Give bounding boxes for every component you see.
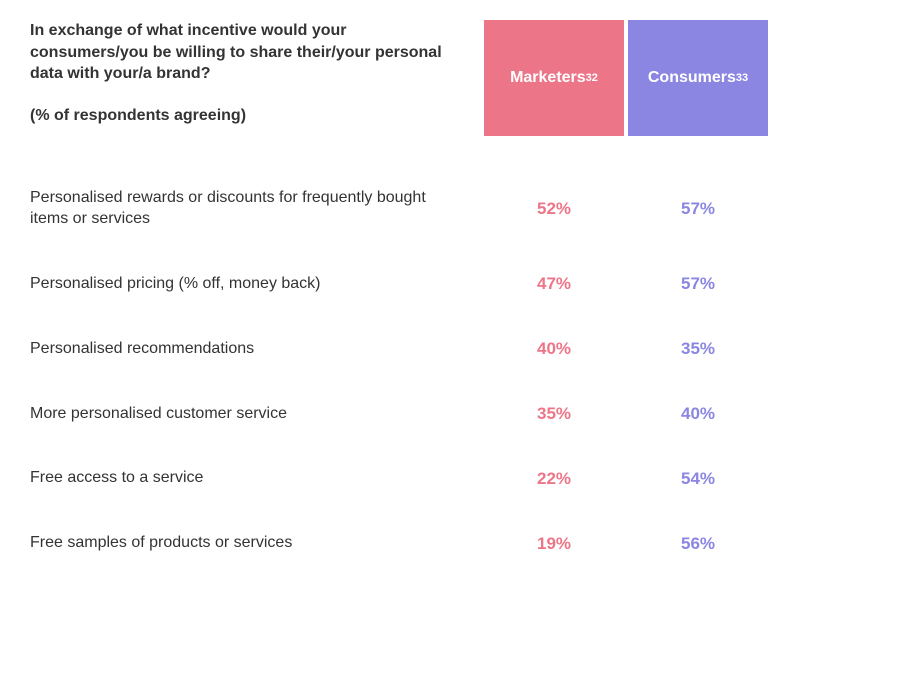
column-header-marketers: Marketers32 <box>484 20 624 136</box>
question-subtitle: (% of respondents agreeing) <box>30 105 460 127</box>
value-cell: 40% <box>484 317 624 382</box>
question-cell: In exchange of what incentive would your… <box>30 20 480 136</box>
value-cell: 47% <box>484 252 624 317</box>
column-header-consumers: Consumers33 <box>628 20 768 136</box>
column-header-label: Marketers <box>510 69 586 87</box>
value-cell: 57% <box>628 252 768 317</box>
row-label: Personalised pricing (% off, money back) <box>30 252 480 317</box>
value-cell: 54% <box>628 446 768 511</box>
value-cell: 19% <box>484 511 624 576</box>
row-label: Free samples of products or services <box>30 511 480 576</box>
column-header-sup: 33 <box>736 72 748 84</box>
value-cell: 35% <box>628 317 768 382</box>
value-cell: 56% <box>628 511 768 576</box>
value-cell: 57% <box>628 166 768 252</box>
header-spacer <box>30 136 768 166</box>
value-cell: 35% <box>484 382 624 447</box>
question-title: In exchange of what incentive would your… <box>30 22 442 82</box>
row-label: More personalised customer service <box>30 382 480 447</box>
value-cell: 52% <box>484 166 624 252</box>
row-label: Personalised recommendations <box>30 317 480 382</box>
row-label: Personalised rewards or discounts for fr… <box>30 166 480 252</box>
column-header-label: Consumers <box>648 69 736 87</box>
column-header-sup: 32 <box>586 72 598 84</box>
row-label: Free access to a service <box>30 446 480 511</box>
incentive-table: In exchange of what incentive would your… <box>30 20 884 576</box>
value-cell: 22% <box>484 446 624 511</box>
value-cell: 40% <box>628 382 768 447</box>
